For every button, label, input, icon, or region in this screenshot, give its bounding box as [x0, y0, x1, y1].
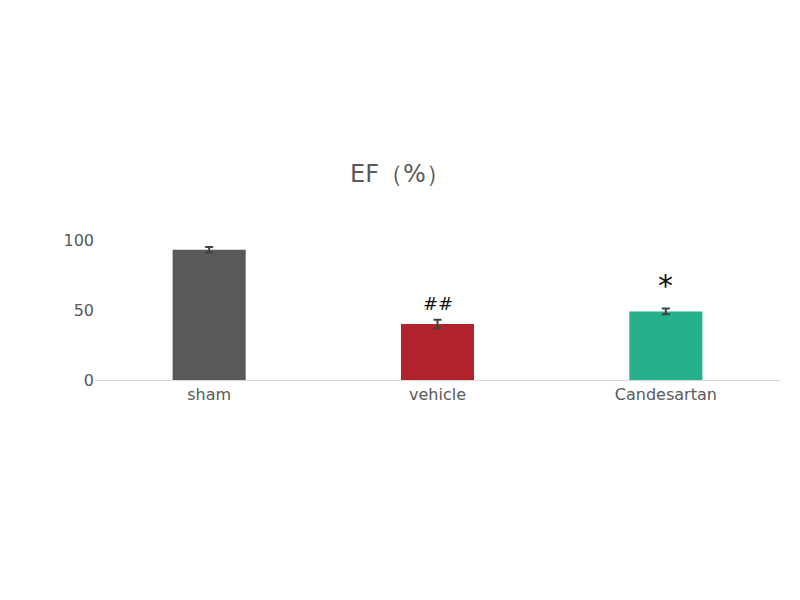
svg-text:sham: sham [187, 385, 231, 404]
svg-text:100: 100 [63, 231, 94, 250]
svg-text:##: ## [423, 293, 453, 314]
svg-text:*: * [658, 268, 673, 303]
svg-text:vehicle: vehicle [409, 385, 466, 404]
svg-text:Candesartan: Candesartan [615, 385, 717, 404]
svg-text:50: 50 [74, 301, 94, 320]
svg-text:0: 0 [84, 371, 94, 390]
svg-text:EF（%）: EF（%） [350, 160, 450, 188]
